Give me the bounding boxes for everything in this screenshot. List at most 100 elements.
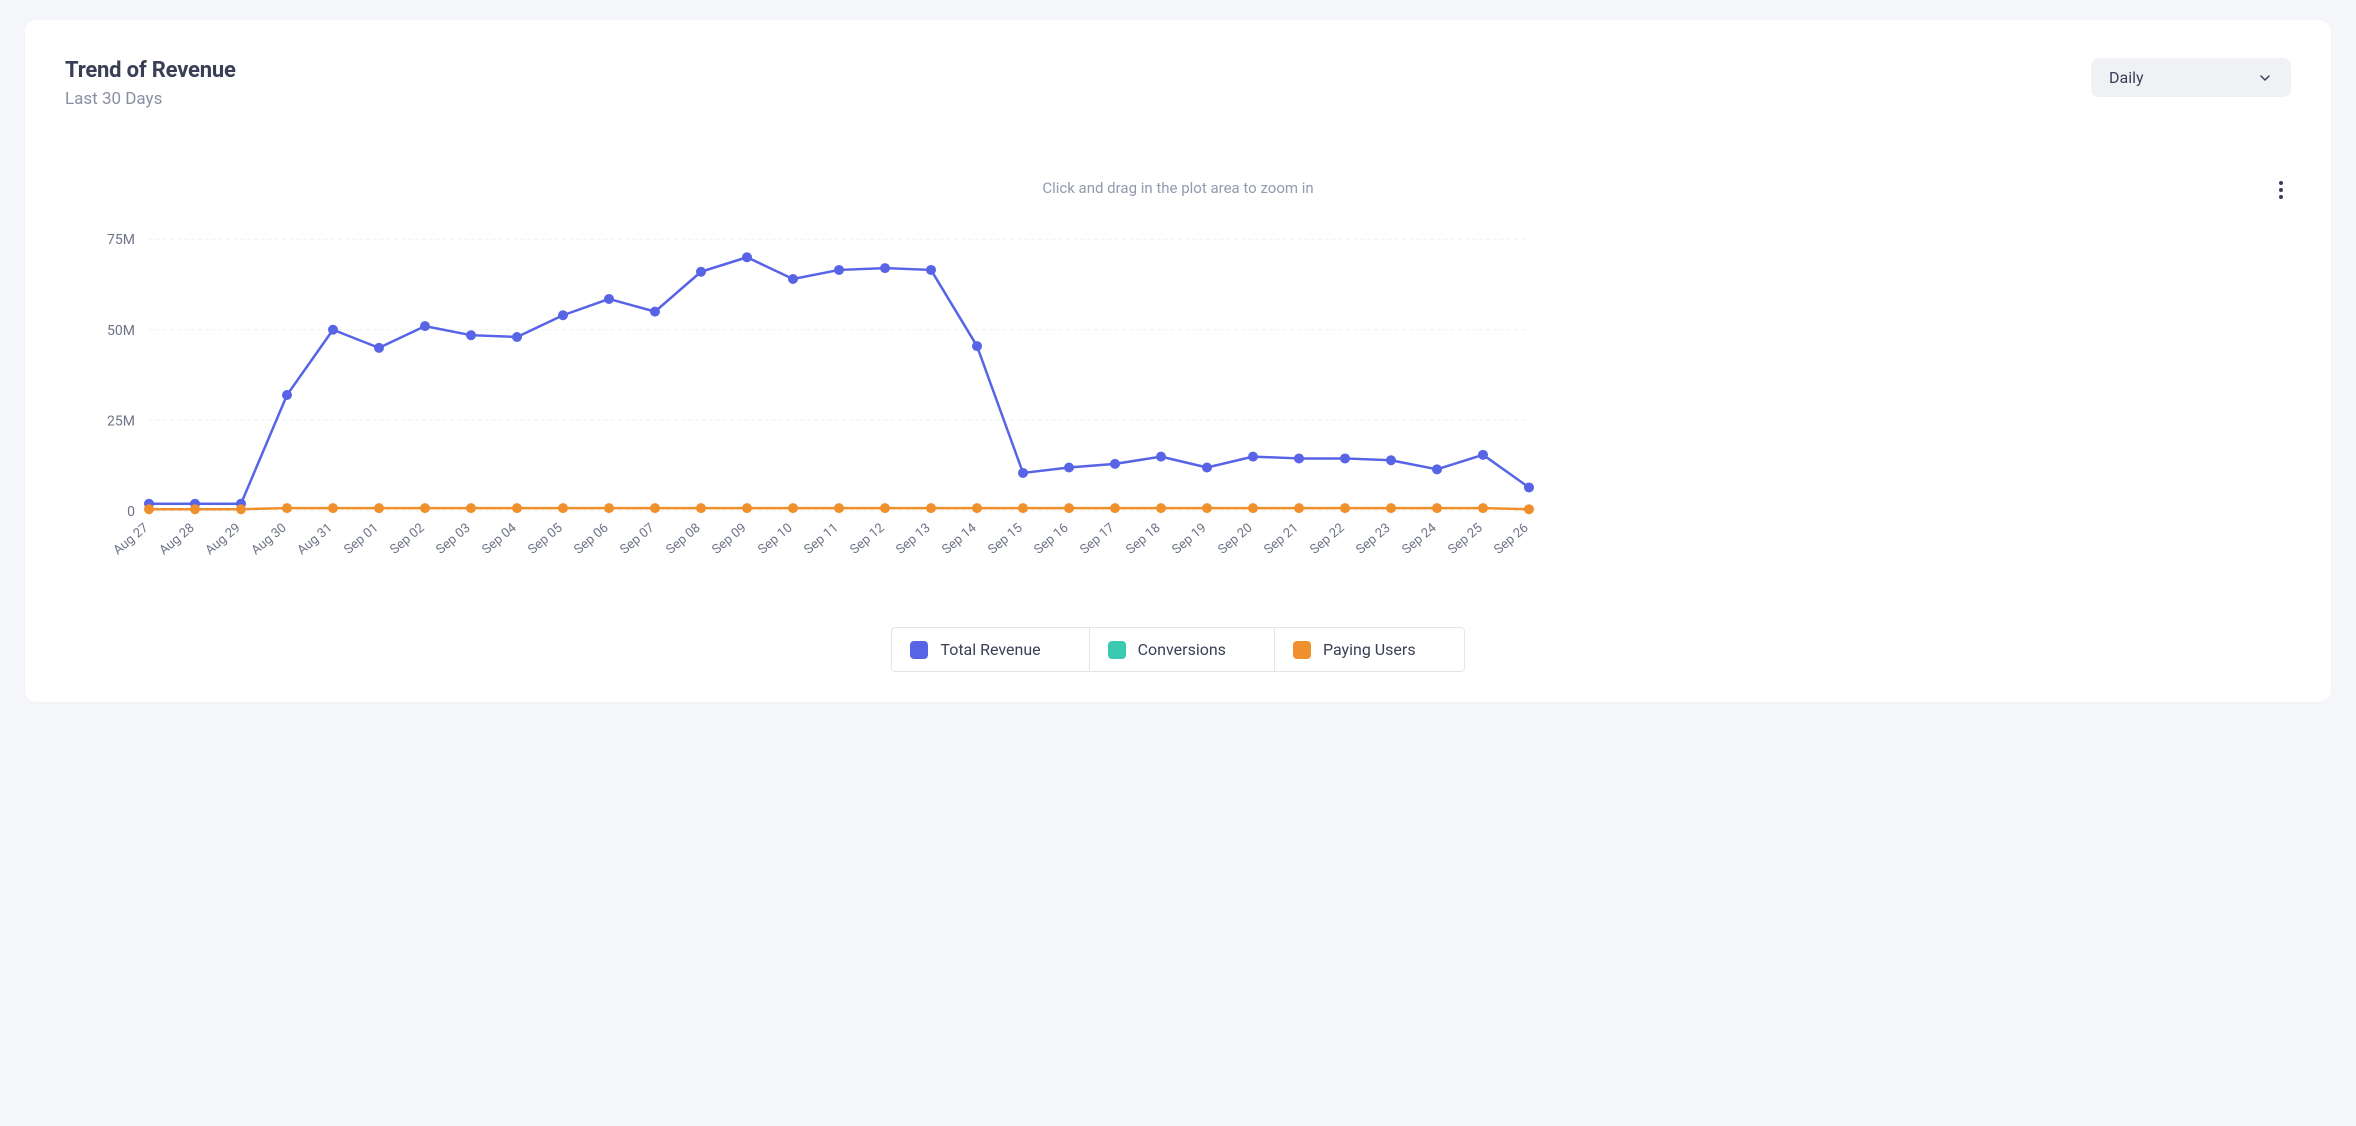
x-tick-label: Sep 15 <box>985 521 1025 558</box>
x-tick-label: Aug 28 <box>157 521 198 559</box>
series-point[interactable] <box>696 267 706 277</box>
series-point[interactable] <box>1432 503 1442 513</box>
x-tick-label: Sep 08 <box>663 521 703 558</box>
chart-container[interactable]: 025M50M75MAug 27Aug 28Aug 29Aug 30Aug 31… <box>65 201 2291 585</box>
chevron-down-icon <box>2257 70 2273 86</box>
y-tick-label: 75M <box>107 232 135 248</box>
series-point[interactable] <box>1478 503 1488 513</box>
y-tick-label: 50M <box>107 323 135 339</box>
series-point[interactable] <box>1248 503 1258 513</box>
series-point[interactable] <box>926 265 936 275</box>
series-point[interactable] <box>1432 464 1442 474</box>
series-point[interactable] <box>144 504 154 514</box>
granularity-dropdown[interactable]: Daily <box>2091 58 2291 97</box>
series-point[interactable] <box>466 503 476 513</box>
series-point[interactable] <box>1202 503 1212 513</box>
x-tick-label: Sep 05 <box>525 521 565 558</box>
series-point[interactable] <box>236 504 246 514</box>
series-point[interactable] <box>742 503 752 513</box>
series-point[interactable] <box>742 252 752 262</box>
x-tick-label: Sep 26 <box>1491 521 1531 558</box>
series-point[interactable] <box>1018 468 1028 478</box>
series-point[interactable] <box>1248 452 1258 462</box>
x-tick-label: Sep 25 <box>1445 521 1485 558</box>
series-point[interactable] <box>788 503 798 513</box>
series-point[interactable] <box>420 503 430 513</box>
chart-menu-button[interactable] <box>2273 175 2289 205</box>
series-point[interactable] <box>1386 455 1396 465</box>
series-point[interactable] <box>282 503 292 513</box>
series-point[interactable] <box>880 503 890 513</box>
series-point[interactable] <box>1294 503 1304 513</box>
series-point[interactable] <box>558 310 568 320</box>
x-tick-label: Sep 17 <box>1077 521 1117 558</box>
x-tick-label: Sep 13 <box>893 521 933 558</box>
x-tick-label: Sep 21 <box>1261 521 1301 558</box>
legend-label: Conversions <box>1138 640 1226 659</box>
series-point[interactable] <box>834 265 844 275</box>
x-tick-label: Sep 20 <box>1215 521 1255 558</box>
series-point[interactable] <box>880 263 890 273</box>
series-point[interactable] <box>604 503 614 513</box>
series-point[interactable] <box>328 325 338 335</box>
series-point[interactable] <box>1524 504 1534 514</box>
revenue-line-chart[interactable]: 025M50M75MAug 27Aug 28Aug 29Aug 30Aug 31… <box>79 201 1549 581</box>
legend-label: Total Revenue <box>940 640 1040 659</box>
series-point[interactable] <box>604 294 614 304</box>
legend-item[interactable]: Paying Users <box>1275 628 1464 671</box>
series-point[interactable] <box>696 503 706 513</box>
series-point[interactable] <box>834 503 844 513</box>
series-point[interactable] <box>1340 503 1350 513</box>
series-point[interactable] <box>650 503 660 513</box>
x-tick-label: Aug 30 <box>249 521 290 559</box>
series-point[interactable] <box>1340 453 1350 463</box>
x-tick-label: Sep 16 <box>1031 521 1071 558</box>
legend-item[interactable]: Total Revenue <box>892 628 1089 671</box>
series-point[interactable] <box>1202 463 1212 473</box>
series-point[interactable] <box>190 504 200 514</box>
dropdown-value: Daily <box>2109 68 2144 87</box>
series-point[interactable] <box>1156 452 1166 462</box>
legend-item[interactable]: Conversions <box>1090 628 1275 671</box>
x-tick-label: Sep 23 <box>1353 521 1393 558</box>
series-point[interactable] <box>1156 503 1166 513</box>
series-point[interactable] <box>282 390 292 400</box>
legend-group: Total Revenue Conversions Paying Users <box>891 627 1464 672</box>
series-point[interactable] <box>1478 450 1488 460</box>
x-tick-label: Sep 04 <box>479 520 520 557</box>
series-point[interactable] <box>1386 503 1396 513</box>
title-block: Trend of Revenue Last 30 Days <box>65 58 236 109</box>
series-point[interactable] <box>926 503 936 513</box>
x-tick-label: Aug 29 <box>203 521 244 559</box>
series-point[interactable] <box>466 330 476 340</box>
series-point[interactable] <box>1064 503 1074 513</box>
y-tick-label: 0 <box>127 504 135 520</box>
series-point[interactable] <box>1524 482 1534 492</box>
zoom-hint-text: Click and drag in the plot area to zoom … <box>65 179 2291 197</box>
kebab-dot-icon <box>2279 195 2283 199</box>
series-point[interactable] <box>1294 453 1304 463</box>
series-point[interactable] <box>420 321 430 331</box>
x-tick-label: Sep 07 <box>617 521 657 558</box>
x-tick-label: Sep 14 <box>939 520 980 557</box>
series-point[interactable] <box>558 503 568 513</box>
series-line[interactable] <box>149 257 1529 504</box>
series-point[interactable] <box>1018 503 1028 513</box>
kebab-dot-icon <box>2279 181 2283 185</box>
series-point[interactable] <box>972 503 982 513</box>
x-tick-label: Sep 02 <box>387 521 427 558</box>
series-point[interactable] <box>374 343 384 353</box>
series-point[interactable] <box>374 503 384 513</box>
y-tick-label: 25M <box>107 413 135 429</box>
series-point[interactable] <box>972 341 982 351</box>
series-point[interactable] <box>512 332 522 342</box>
series-point[interactable] <box>788 274 798 284</box>
x-tick-label: Sep 24 <box>1399 520 1440 557</box>
series-point[interactable] <box>1110 503 1120 513</box>
series-point[interactable] <box>512 503 522 513</box>
series-point[interactable] <box>1110 459 1120 469</box>
series-point[interactable] <box>1064 463 1074 473</box>
series-point[interactable] <box>328 503 338 513</box>
kebab-dot-icon <box>2279 188 2283 192</box>
series-point[interactable] <box>650 307 660 317</box>
